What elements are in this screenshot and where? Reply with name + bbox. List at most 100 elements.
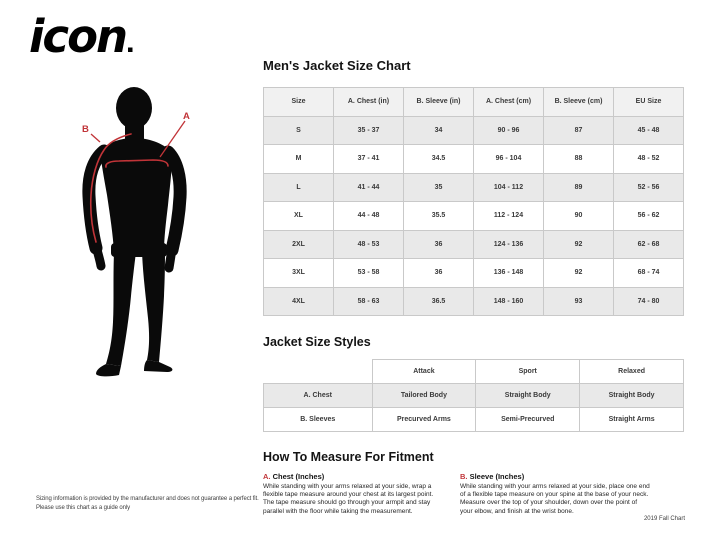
table-cell: 92 xyxy=(543,229,614,259)
column-header: B. Sleeve (cm) xyxy=(543,87,614,117)
chest-label-a: A xyxy=(183,111,190,122)
male-silhouette xyxy=(82,87,187,377)
table-cell: 45 - 48 xyxy=(613,115,684,145)
table-cell: 74 - 80 xyxy=(613,286,684,316)
column-header: Sport xyxy=(475,359,581,384)
logo-trademark-dot xyxy=(128,47,133,52)
table-cell: Tailored Body xyxy=(371,383,477,408)
table-cell: 41 - 44 xyxy=(333,172,404,202)
styles-table: Attack Sport Relaxed A. Chest Tailored Body… xyxy=(263,359,684,432)
table-cell: 35 xyxy=(403,172,474,202)
label-a-pointer-line xyxy=(159,120,186,158)
table-cell: XL xyxy=(263,201,334,231)
table-cell: Precurved Arms xyxy=(371,407,477,432)
disclaimer-line-1: Sizing information is provided by the ma… xyxy=(36,496,259,502)
styles-header-row: Attack Sport Relaxed xyxy=(263,359,684,384)
measure-sleeve-heading: B. Sleeve (Inches) xyxy=(460,472,684,481)
chest-measure-line xyxy=(105,159,169,168)
measure-sleeve-instructions: While standing with your arms relaxed at… xyxy=(460,483,650,515)
size-chart-table: Size A. Chest (in) B. Sleeve (in) A. Chest … xyxy=(263,87,684,316)
column-header: B. Sleeve (in) xyxy=(403,87,474,117)
sleeve-measure-line xyxy=(89,133,132,243)
table-cell: 88 xyxy=(543,144,614,174)
table-cell: 136 - 148 xyxy=(473,258,544,288)
table-row: M 37 - 41 34.5 96 - 104 88 48 - 52 xyxy=(263,144,684,174)
table-cell: Straight Arms xyxy=(579,407,684,432)
table-cell: 44 - 48 xyxy=(333,201,404,231)
table-cell: B. Sleeves xyxy=(263,407,373,432)
column-header: A. Chest (cm) xyxy=(473,87,544,117)
column-header: A. Chest (in) xyxy=(333,87,404,117)
table-cell: 53 - 58 xyxy=(333,258,404,288)
styles-title: Jacket Size Styles xyxy=(263,335,371,349)
measurement-annotations: A B xyxy=(82,111,190,243)
table-cell: 36 xyxy=(403,258,474,288)
table-cell: 35 - 37 xyxy=(333,115,404,145)
table-row: A. Chest Tailored Body Straight Body Straig… xyxy=(263,383,684,408)
icon-logo: icon xyxy=(29,14,133,60)
disclaimer-line-2: Please use this chart as a guide only xyxy=(36,504,131,511)
column-header: EU Size xyxy=(613,87,684,117)
body-measurement-figure: A B xyxy=(82,87,190,377)
measure-sleeve-column: B. Sleeve (Inches) While standing with y… xyxy=(460,472,684,516)
table-row: B. Sleeves Precurved Arms Semi-Precurved St… xyxy=(263,407,684,432)
table-row: S 35 - 37 34 90 - 96 87 45 - 48 xyxy=(263,115,684,145)
table-cell: 90 - 96 xyxy=(473,115,544,145)
table-cell: 93 xyxy=(543,286,614,316)
table-cell: 52 - 56 xyxy=(613,172,684,202)
table-cell: 36.5 xyxy=(403,286,474,316)
column-header: Size xyxy=(263,87,334,117)
table-cell: 58 - 63 xyxy=(333,286,404,316)
table-cell: 89 xyxy=(543,172,614,202)
table-cell: A. Chest xyxy=(263,383,373,408)
disclaimer-text: Sizing information is provided by the ma… xyxy=(36,495,259,512)
size-chart-header-row: Size A. Chest (in) B. Sleeve (in) A. Chest … xyxy=(263,87,684,117)
table-cell: M xyxy=(263,144,334,174)
chart-content: Men's Jacket Size Chart Size A. Chest (in… xyxy=(263,58,684,516)
measure-chest-instructions: While standing with your arms relaxed at… xyxy=(263,483,434,515)
table-cell: 148 - 160 xyxy=(473,286,544,316)
table-cell: 104 - 112 xyxy=(473,172,544,202)
table-cell: Straight Body xyxy=(475,383,581,408)
measure-sleeve-label: Sleeve (Inches) xyxy=(469,472,525,481)
measure-chest-column: A. Chest (Inches) While standing with yo… xyxy=(263,472,460,516)
icon-logo-text: icon xyxy=(29,14,126,60)
column-header: Attack xyxy=(371,359,477,384)
table-cell: 4XL xyxy=(263,286,334,316)
size-chart-title: Men's Jacket Size Chart xyxy=(263,58,411,73)
table-cell: 112 - 124 xyxy=(473,201,544,231)
label-b-pointer-line xyxy=(90,133,101,143)
table-cell: 36 xyxy=(403,229,474,259)
table-cell: 34.5 xyxy=(403,144,474,174)
table-cell: 35.5 xyxy=(403,201,474,231)
column-header: Relaxed xyxy=(579,359,684,384)
table-cell: 48 - 53 xyxy=(333,229,404,259)
sleeve-label-b: B xyxy=(82,124,89,135)
table-cell: S xyxy=(263,115,334,145)
table-cell: 90 xyxy=(543,201,614,231)
table-cell: 56 - 62 xyxy=(613,201,684,231)
blank-corner-cell xyxy=(263,359,373,384)
table-cell: 62 - 68 xyxy=(613,229,684,259)
table-row: 2XL 48 - 53 36 124 - 136 92 62 - 68 xyxy=(263,229,684,259)
table-cell: L xyxy=(263,172,334,202)
table-cell: 68 - 74 xyxy=(613,258,684,288)
table-cell: 96 - 104 xyxy=(473,144,544,174)
table-row: L 41 - 44 35 104 - 112 89 52 - 56 xyxy=(263,172,684,202)
table-cell: 2XL xyxy=(263,229,334,259)
table-row: 4XL 58 - 63 36.5 148 - 160 93 74 - 80 xyxy=(263,286,684,316)
measure-chest-heading: A. Chest (Inches) xyxy=(263,472,460,481)
table-cell: 92 xyxy=(543,258,614,288)
measure-chest-prefix: A. xyxy=(263,472,271,481)
measure-chest-label: Chest (Inches) xyxy=(272,472,325,481)
table-cell: 3XL xyxy=(263,258,334,288)
table-cell: 37 - 41 xyxy=(333,144,404,174)
table-cell: 124 - 136 xyxy=(473,229,544,259)
table-cell: 34 xyxy=(403,115,474,145)
measure-columns: A. Chest (Inches) While standing with yo… xyxy=(263,472,684,516)
measure-sleeve-prefix: B. xyxy=(460,472,468,481)
table-cell: Straight Body xyxy=(579,383,684,408)
table-cell: 87 xyxy=(543,115,614,145)
table-row: XL 44 - 48 35.5 112 - 124 90 56 - 62 xyxy=(263,201,684,231)
